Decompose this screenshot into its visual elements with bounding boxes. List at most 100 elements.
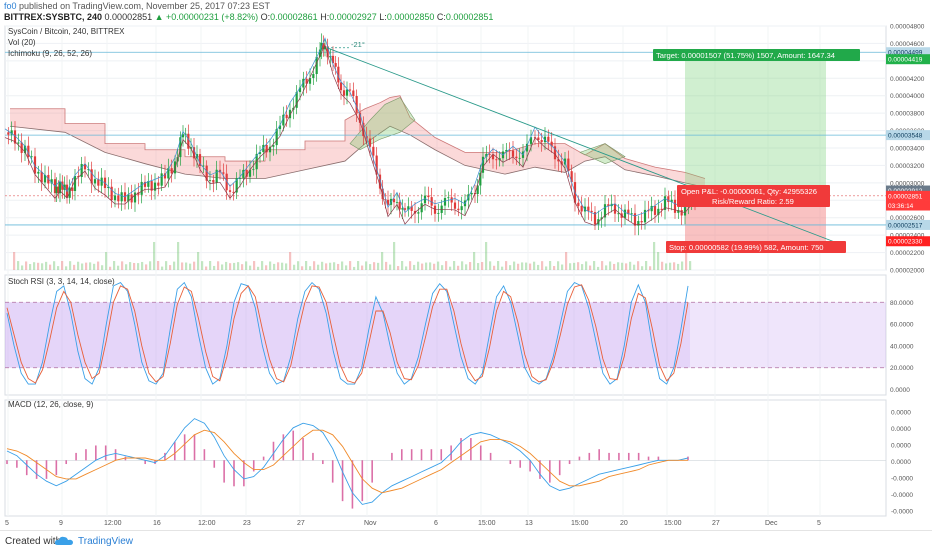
volume-bar — [617, 262, 620, 270]
macd-tick-label: 0.0000 — [891, 443, 911, 450]
price-badge — [886, 54, 930, 65]
time-tick-label: 15:00 — [478, 520, 496, 527]
volume-bar — [113, 261, 116, 270]
candle-body — [27, 145, 30, 158]
candle-body — [167, 168, 170, 179]
volume-bar — [345, 265, 348, 270]
candle-body — [342, 90, 346, 96]
price-tick-label: 0.00002400 — [890, 233, 925, 240]
volume-bar — [129, 262, 132, 270]
candle-body — [87, 169, 90, 171]
candle-body — [272, 145, 275, 147]
candle-body — [491, 154, 495, 160]
candle-body — [653, 205, 657, 215]
volume-bar — [573, 262, 576, 270]
price-panel[interactable] — [4, 33, 886, 270]
volume-bar — [397, 266, 400, 270]
candle-body — [384, 199, 387, 200]
candle-body — [508, 149, 511, 151]
candle-body — [488, 153, 491, 155]
volume-bar — [233, 262, 236, 270]
candle-body — [450, 197, 453, 203]
volume-bar — [653, 242, 656, 270]
volume-bar — [141, 261, 144, 270]
volume-bar — [633, 264, 636, 270]
price-badge-label: 0.00002517 — [888, 222, 923, 229]
candle-body — [358, 112, 362, 123]
tradingview-cloud-icon — [54, 536, 73, 545]
tradingview-brand-link[interactable]: TradingView — [78, 536, 134, 547]
footer-bar: Created with TradingView — [0, 530, 932, 551]
candle-body — [537, 137, 540, 140]
low-label: L: — [379, 12, 387, 22]
macd-tick-label: -0.0000 — [891, 476, 913, 483]
symbol-name[interactable]: BITTREX:SYSBTC, 240 — [4, 12, 103, 22]
chart-canvas[interactable]: 0.000048000.000046000.000044000.00004200… — [0, 24, 932, 530]
volume-bar — [549, 261, 552, 270]
volume-bar — [489, 261, 492, 270]
candle-body — [430, 197, 433, 206]
stop-label-box — [666, 241, 846, 253]
price-badge-label: 0.00004419 — [888, 57, 923, 64]
volume-bar — [613, 263, 616, 270]
candle-body — [20, 142, 23, 153]
candle-body — [50, 179, 53, 184]
volume-bar — [485, 242, 488, 270]
price-tick-label: 0.00004800 — [890, 24, 925, 31]
candle-body — [640, 220, 643, 223]
volume-bar — [421, 263, 424, 270]
price-badge — [886, 47, 930, 58]
candle-body — [326, 46, 329, 58]
candle-body — [567, 158, 570, 172]
author-link[interactable]: fo0 — [4, 1, 17, 11]
volume-bar — [661, 261, 664, 270]
volume-bar — [541, 261, 544, 270]
volume-bar — [537, 264, 540, 270]
volume-bar — [269, 261, 272, 270]
candle-body — [7, 132, 10, 135]
volume-bar — [281, 262, 284, 270]
open-value: 0.00002861 — [270, 12, 318, 22]
cloud-span-a — [10, 95, 706, 179]
stoch-tick-label: 80.0000 — [890, 300, 914, 307]
target-label-box — [653, 49, 860, 61]
candle-body — [479, 172, 482, 186]
candle-body — [205, 165, 208, 181]
candle-body — [334, 63, 337, 67]
volume-bar — [17, 261, 20, 270]
candle-body — [557, 159, 560, 162]
volume-bar — [145, 264, 148, 270]
candle-body — [163, 173, 167, 179]
volume-legend: Vol (20) — [8, 38, 36, 47]
candle-body — [460, 206, 463, 211]
stoch-rsi-panel[interactable] — [5, 281, 886, 385]
macd-signal-line — [6, 429, 688, 494]
candle-body — [352, 90, 355, 97]
time-tick-label: 20 — [620, 520, 628, 527]
volume-bar — [293, 264, 296, 270]
macd-panel[interactable] — [5, 418, 886, 509]
candle-body — [580, 205, 583, 212]
price-badge — [886, 219, 930, 230]
stoch-tick-label: 60.0000 — [890, 322, 914, 329]
open-pl-text: Open P&L: -0.00000061, Qty: 42955326 — [681, 187, 817, 196]
volume-bar — [89, 262, 92, 270]
candle-body — [403, 208, 407, 210]
volume-bar — [253, 261, 256, 270]
candle-body — [245, 169, 248, 177]
candle-body — [395, 201, 399, 203]
volume-bar — [389, 264, 392, 270]
candle-body — [140, 181, 143, 195]
volume-bar — [161, 266, 164, 270]
volume-bar — [377, 262, 380, 270]
candle-body — [305, 78, 308, 84]
volume-bar — [405, 266, 408, 270]
candle-body — [337, 66, 340, 83]
candle-body — [345, 89, 349, 96]
volume-bar — [689, 261, 692, 270]
candle-body — [593, 212, 597, 225]
indicator-legends: SysCoin / Bitcoin, 240, BITTREX Vol (20)… — [8, 27, 125, 409]
candle-body — [222, 172, 225, 174]
candle-body — [288, 109, 292, 119]
macd-tick-label: -0.0000 — [891, 492, 913, 499]
